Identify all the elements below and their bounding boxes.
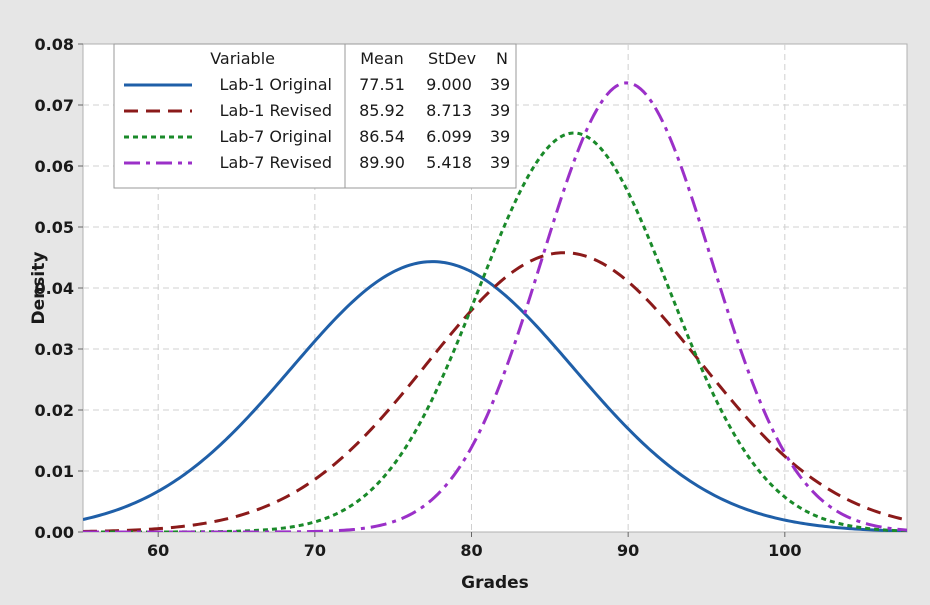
legend-header: Mean [360, 49, 404, 68]
x-tick-label: 60 [147, 541, 169, 560]
legend-series-name: Lab-1 Original [219, 75, 332, 94]
y-tick-label: 0.01 [35, 462, 74, 481]
legend-mean: 89.90 [359, 153, 405, 172]
legend-stdev: 8.713 [426, 101, 472, 120]
y-tick-label: 0.08 [35, 35, 74, 54]
legend-mean: 86.54 [359, 127, 405, 146]
x-tick-label: 70 [304, 541, 326, 560]
legend-stdev: 9.000 [426, 75, 472, 94]
series-line-lab-1-revised [83, 251, 907, 532]
legend-header: Variable [210, 49, 275, 68]
y-tick-label: 0.05 [35, 218, 74, 237]
axis-ticks: 60 70 80 90 100 0.00 0.01 0.02 0.03 0.04 0.05 0.06 0… [35, 35, 802, 560]
y-axis-label: Density [29, 252, 49, 325]
legend-mean: 77.51 [359, 75, 405, 94]
y-tick-label: 0.02 [35, 401, 74, 420]
x-tick-label: 80 [460, 541, 482, 560]
x-axis-label: Grades [461, 573, 529, 593]
y-tick-label: 0.00 [35, 523, 74, 542]
legend-n: 39 [490, 127, 510, 146]
legend-n: 39 [490, 75, 510, 94]
legend-series-name: Lab-7 Revised [220, 153, 332, 172]
y-tick-label: 0.06 [35, 157, 74, 176]
legend-stdev: 5.418 [426, 153, 472, 172]
legend-mean: 85.92 [359, 101, 405, 120]
legend-header: StDev [428, 49, 476, 68]
legend-n: 39 [490, 101, 510, 120]
series-layer [83, 81, 907, 532]
y-tick-label: 0.03 [35, 340, 74, 359]
legend-stdev: 6.099 [426, 127, 472, 146]
legend-header: N [496, 49, 508, 68]
y-tick-label: 0.07 [35, 96, 74, 115]
legend: Variable Mean StDev N Lab-1 Original 77.51 9.0… [113, 43, 517, 189]
y-tick-label: 0.04 [35, 279, 74, 298]
x-tick-label: 90 [617, 541, 639, 560]
x-tick-label: 100 [768, 541, 801, 560]
legend-series-name: Lab-1 Revised [220, 101, 332, 120]
legend-series-name: Lab-7 Original [219, 127, 332, 146]
legend-n: 39 [490, 153, 510, 172]
